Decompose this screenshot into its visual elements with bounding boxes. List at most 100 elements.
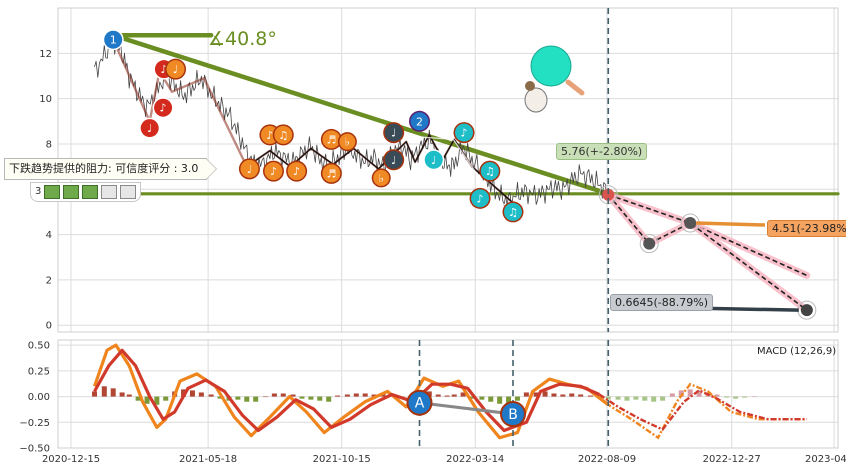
macd-bar-26 bbox=[326, 396, 332, 402]
x-tick-label-2: 2021-10-15 bbox=[313, 454, 371, 465]
marker-8 bbox=[274, 125, 293, 144]
macd-y-tick-2: 0.00 bbox=[28, 392, 50, 403]
macd-bar-52 bbox=[560, 394, 566, 397]
macd-bar-2 bbox=[110, 388, 116, 397]
marker-label-15: ♩ bbox=[391, 154, 396, 167]
macd-bar-41 bbox=[460, 392, 466, 397]
mascot-dog-ear-icon bbox=[525, 81, 535, 91]
marker-18 bbox=[455, 123, 474, 142]
forecast-node-ring-1 bbox=[639, 234, 659, 254]
marker-20 bbox=[480, 162, 499, 181]
macd-bar-16 bbox=[235, 396, 241, 400]
marker-label-1: ♩ bbox=[147, 122, 152, 135]
marker-label-0: 1 bbox=[110, 34, 117, 47]
marker-label-3: ♪ bbox=[160, 102, 167, 115]
marker-1 bbox=[140, 119, 159, 138]
macd-point-label-a: A bbox=[415, 396, 425, 412]
marker-label-21: ♫ bbox=[508, 206, 518, 219]
rating-star-empty-5 bbox=[120, 185, 137, 199]
marker-label-19: ♪ bbox=[477, 192, 484, 205]
macd-bar-7 bbox=[154, 396, 160, 405]
price-y-tick-4: 8 bbox=[46, 139, 52, 150]
macd-bar-19 bbox=[262, 396, 268, 398]
macd-bar-66 bbox=[687, 389, 693, 397]
macd-y-tick-4: 0.50 bbox=[28, 341, 50, 352]
marker-4 bbox=[166, 60, 185, 79]
macd-bar-72 bbox=[742, 396, 748, 398]
macd-line-forecast-0 bbox=[586, 382, 807, 440]
marker-label-6: ♪ bbox=[266, 129, 273, 142]
rating-star-filled-1 bbox=[44, 185, 61, 199]
macd-bar-20 bbox=[271, 393, 277, 397]
marker-label-9: ♪ bbox=[293, 165, 300, 178]
mascot-paddle-handle bbox=[565, 79, 585, 96]
macd-legend-label: MACD (12,26,9) bbox=[757, 346, 837, 357]
macd-bar-61 bbox=[642, 396, 648, 401]
macd-point-label-b: B bbox=[508, 407, 518, 423]
marker-11 bbox=[322, 164, 341, 183]
macd-bar-58 bbox=[615, 396, 621, 400]
macd-bar-8 bbox=[163, 396, 169, 401]
marker-13 bbox=[373, 169, 390, 186]
marker-label-8: ♫ bbox=[278, 129, 288, 142]
macd-bar-44 bbox=[488, 396, 494, 402]
macd-bar-37 bbox=[426, 391, 432, 397]
macd-bar-47 bbox=[514, 396, 520, 401]
macd-bar-69 bbox=[714, 394, 720, 397]
marker-label-5: ♩ bbox=[247, 163, 252, 176]
x-tick-label-0: 2020-12-15 bbox=[42, 454, 100, 465]
macd-bar-0 bbox=[92, 391, 98, 397]
price-y-tick-6: 12 bbox=[39, 49, 52, 60]
marker-10 bbox=[322, 130, 341, 149]
forecast-band-1 bbox=[604, 191, 811, 314]
mascot-dog-icon bbox=[524, 87, 548, 113]
forecast-arrow-grey bbox=[699, 306, 799, 312]
macd-bar-4 bbox=[126, 394, 132, 397]
marker-label-12: ♭ bbox=[345, 136, 350, 149]
rating-star-filled-3 bbox=[82, 185, 99, 199]
macd-point-a bbox=[406, 389, 433, 416]
forecast-arrow-orange bbox=[696, 221, 766, 227]
macd-y-tick-1: −0.25 bbox=[19, 418, 50, 429]
forecast-node-2 bbox=[684, 217, 697, 230]
forecast-node-1 bbox=[643, 237, 656, 250]
macd-bar-73 bbox=[751, 396, 757, 398]
mascot-paddle-icon bbox=[530, 45, 572, 87]
marker-label-16: 2 bbox=[416, 115, 423, 128]
macd-bar-45 bbox=[497, 396, 503, 404]
macd-bar-59 bbox=[624, 396, 630, 401]
macd-bar-63 bbox=[660, 396, 666, 401]
macd-bar-62 bbox=[651, 396, 657, 402]
price-panel: 0246810121♩♪♪♩♩♪♪♫♪♬♬♭♭♩♩2♩♪♪♫♫ bbox=[39, 7, 840, 333]
marker-17 bbox=[424, 150, 443, 169]
macd-y-tick-0: −0.50 bbox=[19, 444, 50, 455]
macd-bar-1 bbox=[101, 386, 107, 397]
macd-bar-39 bbox=[444, 395, 450, 397]
marker-7 bbox=[264, 162, 283, 181]
marker-label-18: ♪ bbox=[461, 127, 468, 140]
marker-label-2: ♪ bbox=[160, 63, 167, 76]
macd-bar-28 bbox=[344, 394, 350, 397]
macd-bar-24 bbox=[308, 396, 314, 400]
macd-panel: −0.50 −0.25 0.00 0.25 0.50 2020-12-15 2021-05-… bbox=[19, 339, 846, 465]
macd-line-0 bbox=[92, 343, 610, 440]
marker-3 bbox=[154, 98, 173, 117]
macd-bar-53 bbox=[569, 393, 575, 397]
macd-bar-14 bbox=[217, 396, 223, 399]
macd-bar-42 bbox=[469, 396, 475, 399]
macd-bar-17 bbox=[244, 396, 250, 402]
macd-bar-51 bbox=[551, 393, 557, 397]
macd-bar-13 bbox=[208, 394, 214, 397]
macd-bar-6 bbox=[144, 396, 150, 404]
forecast-line-1 bbox=[608, 193, 808, 311]
price-y-tick-5: 10 bbox=[39, 94, 52, 105]
macd-bar-3 bbox=[119, 392, 125, 397]
macd-bar-50 bbox=[542, 391, 548, 397]
x-tick-label-5: 2022-12-27 bbox=[703, 454, 761, 465]
macd-bar-23 bbox=[299, 396, 305, 399]
marker-label-13: ♭ bbox=[379, 172, 384, 185]
forecast-node-0 bbox=[602, 188, 615, 201]
macd-bar-30 bbox=[362, 393, 368, 397]
macd-bar-5 bbox=[135, 396, 141, 401]
macd-bar-55 bbox=[587, 395, 593, 397]
